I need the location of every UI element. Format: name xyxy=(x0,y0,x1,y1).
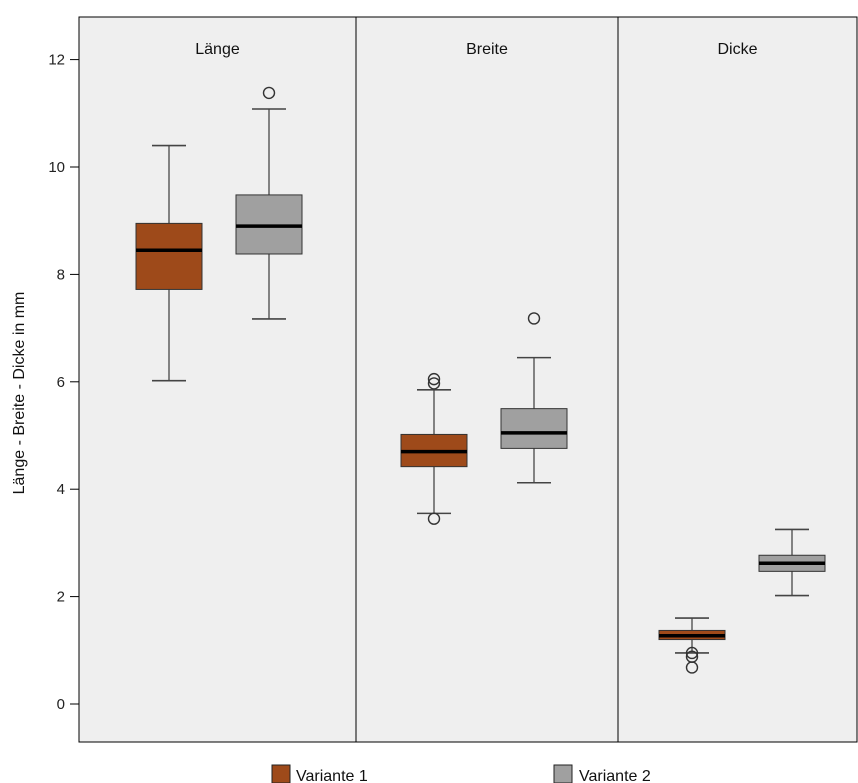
legend-swatch-variante-2 xyxy=(554,765,572,783)
panel-2 xyxy=(356,17,618,742)
panel-title-1: Länge xyxy=(195,41,240,58)
legend-label-variante-1: Variante 1 xyxy=(296,768,368,783)
y-tick-label-0: 0 xyxy=(57,696,65,713)
panel-title-3: Dicke xyxy=(717,41,757,58)
panel-1 xyxy=(79,17,356,742)
panel2-box2-box xyxy=(501,409,567,449)
legend-label-variante-2: Variante 2 xyxy=(579,768,651,783)
panel-title-2: Breite xyxy=(466,41,508,58)
panel-3 xyxy=(618,17,857,742)
legend: Variante 1 Variante 2 xyxy=(272,765,651,783)
y-tick-label-12: 12 xyxy=(48,52,65,69)
y-tick-label-2: 2 xyxy=(57,589,65,606)
y-axis-title: Länge - Breite - Dicke in mm xyxy=(11,292,28,495)
y-tick-label-10: 10 xyxy=(48,159,65,176)
legend-swatch-variante-1 xyxy=(272,765,290,783)
panel1-box1-box xyxy=(136,223,202,289)
y-axis: 0 2 4 6 8 10 12 xyxy=(48,52,79,713)
y-tick-label-4: 4 xyxy=(57,481,65,498)
chart-panels: Länge Breite Dicke xyxy=(79,17,857,742)
y-tick-label-8: 8 xyxy=(57,266,65,283)
y-tick-label-6: 6 xyxy=(57,374,65,391)
